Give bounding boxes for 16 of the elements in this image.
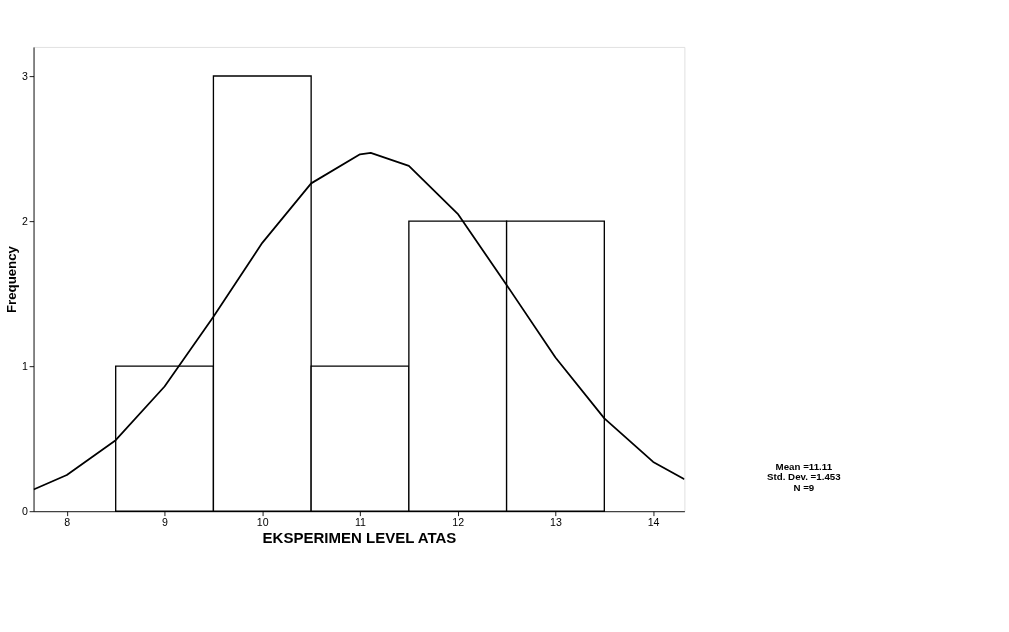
text: Mean =11.11 xyxy=(775,460,833,472)
text: Std. Dev. =1.453 xyxy=(767,471,842,483)
x-tick-label: 8 xyxy=(64,515,71,528)
y-tick-label: 1 xyxy=(21,360,28,373)
text: N =9 xyxy=(793,481,815,493)
x-tick-label: 14 xyxy=(647,515,660,528)
y-tick-label: 0 xyxy=(21,505,28,518)
x-tick-label: 13 xyxy=(550,515,562,528)
y-tick-label: 3 xyxy=(21,69,28,82)
x-tick-label: 10 xyxy=(256,515,269,528)
y-axis-title: Frequency xyxy=(3,245,19,314)
x-tick-label: 12 xyxy=(452,515,465,528)
x-tick-label: 9 xyxy=(162,515,169,528)
x-axis-title: EKSPERIMEN LEVEL ATAS xyxy=(262,528,457,546)
x-tick-label: 11 xyxy=(354,515,367,528)
y-tick-label: 2 xyxy=(21,215,28,228)
